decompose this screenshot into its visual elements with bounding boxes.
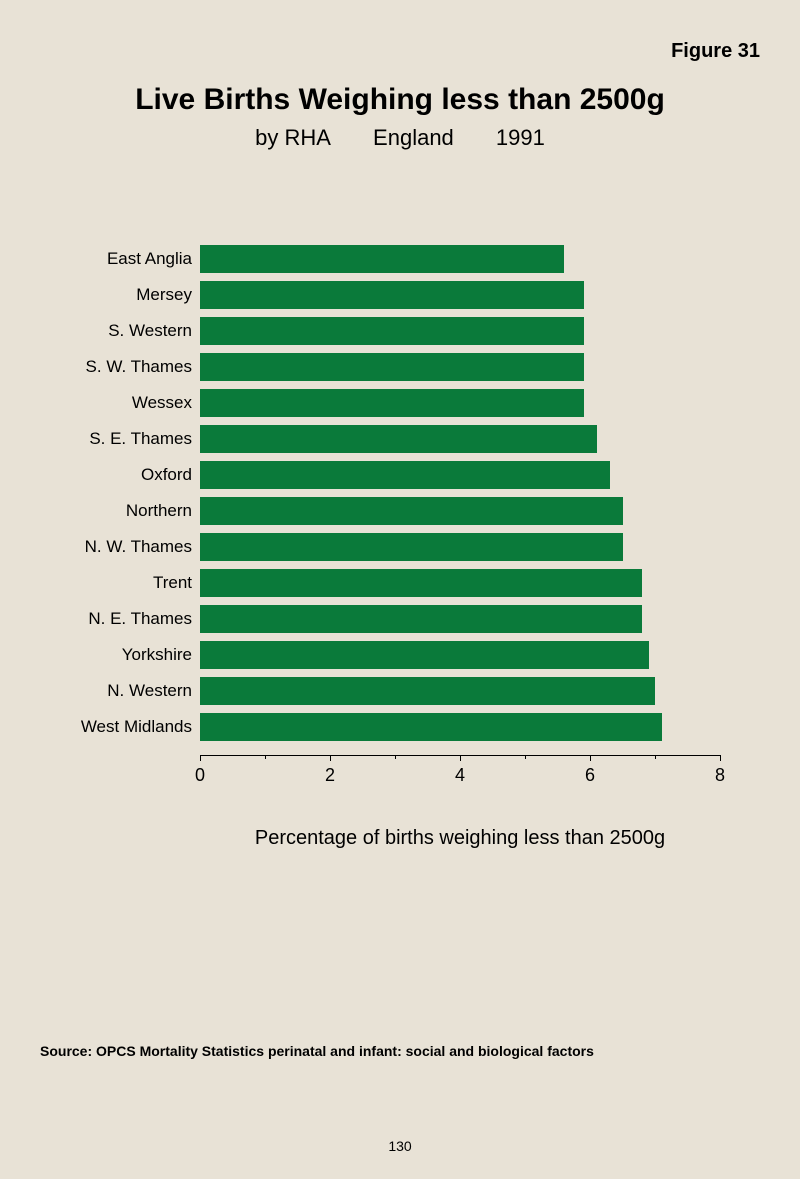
chart-row: N. E. Thames bbox=[80, 601, 720, 637]
chart-row: Wessex bbox=[80, 385, 720, 421]
category-label: Mersey bbox=[80, 285, 200, 305]
bar bbox=[200, 677, 655, 705]
category-label: Northern bbox=[80, 501, 200, 521]
axis-tick-label: 0 bbox=[195, 765, 205, 786]
bar-chart: East Anglia Mersey S. Western S. W. Thames W… bbox=[80, 241, 720, 850]
plot-area bbox=[200, 277, 720, 313]
bar bbox=[200, 713, 662, 741]
bar bbox=[200, 641, 649, 669]
plot-area bbox=[200, 421, 720, 457]
axis-tick-label: 8 bbox=[715, 765, 725, 786]
plot-area bbox=[200, 673, 720, 709]
x-axis: 02468 bbox=[200, 745, 720, 785]
plot-area bbox=[200, 709, 720, 745]
axis-tick-minor bbox=[395, 755, 396, 759]
axis-tick bbox=[720, 755, 721, 761]
axis-tick-label: 6 bbox=[585, 765, 595, 786]
plot-area bbox=[200, 637, 720, 673]
axis-tick bbox=[590, 755, 591, 761]
bar bbox=[200, 245, 564, 273]
plot-area bbox=[200, 529, 720, 565]
chart-row: East Anglia bbox=[80, 241, 720, 277]
chart-row: N. W. Thames bbox=[80, 529, 720, 565]
plot-area bbox=[200, 457, 720, 493]
chart-row: Northern bbox=[80, 493, 720, 529]
subtitle-year: 1991 bbox=[496, 125, 545, 150]
bar bbox=[200, 389, 584, 417]
axis-tick-label: 4 bbox=[455, 765, 465, 786]
axis-tick-minor bbox=[525, 755, 526, 759]
category-label: East Anglia bbox=[80, 249, 200, 269]
chart-subtitle: by RHA England 1991 bbox=[40, 125, 760, 151]
category-label: Trent bbox=[80, 573, 200, 593]
chart-row: S. Western bbox=[80, 313, 720, 349]
bar bbox=[200, 497, 623, 525]
axis-tick-label: 2 bbox=[325, 765, 335, 786]
category-label: S. E. Thames bbox=[80, 429, 200, 449]
figure-label: Figure 31 bbox=[40, 40, 760, 63]
plot-area bbox=[200, 385, 720, 421]
bar bbox=[200, 605, 642, 633]
bar bbox=[200, 461, 610, 489]
chart-row: S. W. Thames bbox=[80, 349, 720, 385]
category-label: Wessex bbox=[80, 393, 200, 413]
plot-area bbox=[200, 493, 720, 529]
plot-area bbox=[200, 349, 720, 385]
subtitle-region: England bbox=[373, 125, 454, 150]
category-label: West Midlands bbox=[80, 717, 200, 737]
category-label: S. Western bbox=[80, 321, 200, 341]
subtitle-by: by RHA bbox=[255, 125, 331, 150]
chart-row: Trent bbox=[80, 565, 720, 601]
category-label: N. Western bbox=[80, 681, 200, 701]
source-text: Source: OPCS Mortality Statistics perina… bbox=[40, 1043, 594, 1059]
chart-row: Mersey bbox=[80, 277, 720, 313]
axis-tick bbox=[460, 755, 461, 761]
page: Figure 31 Live Births Weighing less than… bbox=[0, 0, 800, 1179]
plot-area bbox=[200, 241, 720, 277]
category-label: N. E. Thames bbox=[80, 609, 200, 629]
plot-area bbox=[200, 565, 720, 601]
category-label: Oxford bbox=[80, 465, 200, 485]
bar bbox=[200, 569, 642, 597]
chart-row: Oxford bbox=[80, 457, 720, 493]
chart-row: Yorkshire bbox=[80, 637, 720, 673]
bar bbox=[200, 425, 597, 453]
bar bbox=[200, 533, 623, 561]
chart-row: N. Western bbox=[80, 673, 720, 709]
axis-tick-minor bbox=[265, 755, 266, 759]
bar bbox=[200, 353, 584, 381]
category-label: Yorkshire bbox=[80, 645, 200, 665]
plot-area bbox=[200, 313, 720, 349]
chart-row: S. E. Thames bbox=[80, 421, 720, 457]
page-number: 130 bbox=[0, 1138, 800, 1154]
x-axis-label: Percentage of births weighing less than … bbox=[200, 827, 720, 850]
axis-tick-minor bbox=[655, 755, 656, 759]
axis-tick bbox=[200, 755, 201, 761]
bar bbox=[200, 281, 584, 309]
category-label: N. W. Thames bbox=[80, 537, 200, 557]
plot-area bbox=[200, 601, 720, 637]
category-label: S. W. Thames bbox=[80, 357, 200, 377]
chart-title: Live Births Weighing less than 2500g bbox=[40, 83, 760, 117]
chart-row: West Midlands bbox=[80, 709, 720, 745]
axis-tick bbox=[330, 755, 331, 761]
bar bbox=[200, 317, 584, 345]
